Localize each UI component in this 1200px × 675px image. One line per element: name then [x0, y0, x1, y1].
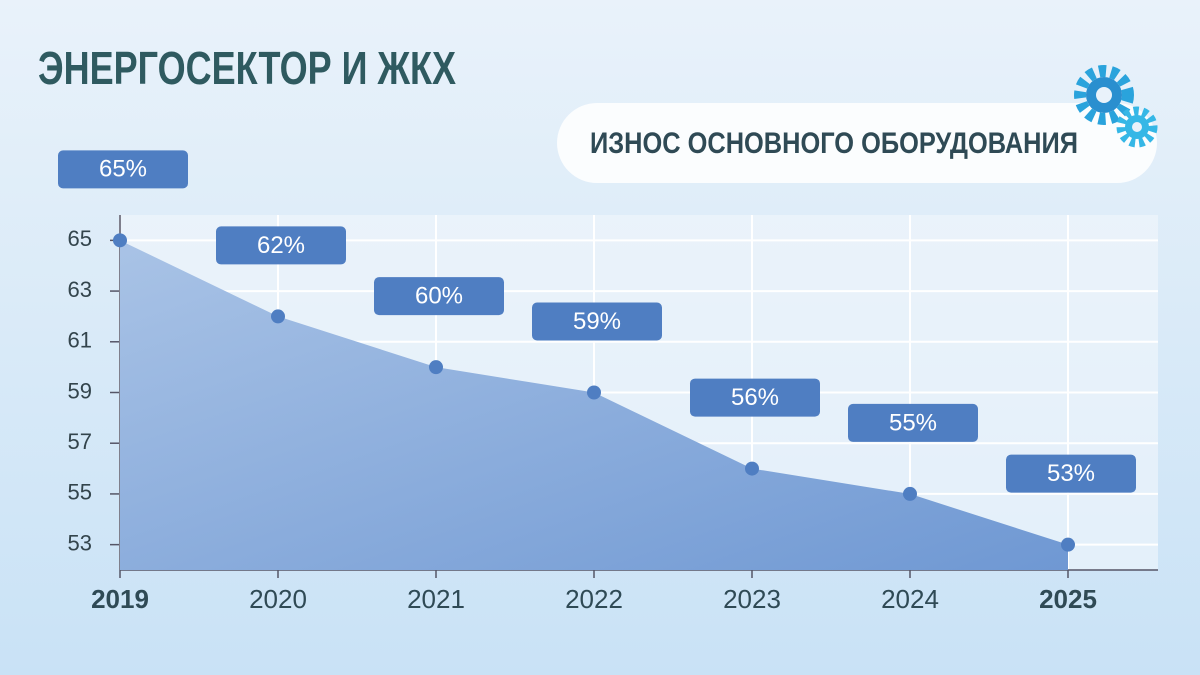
- y-tick-label: 61: [68, 328, 92, 353]
- value-label: 62%: [257, 232, 305, 259]
- y-tick-label: 53: [68, 530, 92, 555]
- value-label-box: [1006, 454, 1136, 493]
- point: [745, 461, 759, 476]
- y-tick-label: 59: [68, 378, 92, 403]
- value-label-box: [58, 150, 188, 189]
- chart-subtitle: ИЗНОС ОСНОВНОГО ОБОРУДОВАНИЯ: [590, 127, 1078, 160]
- point: [429, 360, 443, 375]
- point: [271, 309, 285, 324]
- y-tick-label: 57: [68, 429, 92, 454]
- y-tick-label: 65: [68, 226, 92, 251]
- value-label: 55%: [889, 409, 937, 436]
- point: [587, 385, 601, 400]
- x-tick-label: 2024: [881, 584, 939, 614]
- y-tick-label: 55: [68, 480, 92, 505]
- value-label: 65%: [99, 156, 147, 183]
- value-label: 56%: [731, 384, 779, 411]
- point: [113, 233, 127, 248]
- x-tick-label: 2021: [407, 584, 465, 614]
- x-tick-label: 2020: [249, 584, 307, 614]
- chart-title: ЭНЕРГОСЕКТОР И ЖКХ: [38, 42, 456, 94]
- y-tick-label: 63: [68, 277, 92, 302]
- value-label: 59%: [573, 308, 621, 335]
- point: [1061, 537, 1075, 552]
- value-label: 60%: [415, 282, 463, 309]
- point: [903, 486, 917, 501]
- x-tick-label: 2025: [1039, 584, 1097, 614]
- value-label: 53%: [1047, 460, 1095, 487]
- gears-icon: [1074, 65, 1158, 148]
- value-label-box: [690, 378, 820, 417]
- value-label-box: [374, 277, 504, 316]
- x-tick-label: 2022: [565, 584, 623, 614]
- x-tick-label: 2023: [723, 584, 781, 614]
- x-tick-label: 2019: [91, 584, 149, 614]
- value-label-box: [216, 226, 346, 265]
- value-label-box: [532, 302, 662, 341]
- value-label-box: [848, 403, 978, 442]
- area: [120, 240, 1068, 570]
- subtitle-pill: [557, 103, 1157, 183]
